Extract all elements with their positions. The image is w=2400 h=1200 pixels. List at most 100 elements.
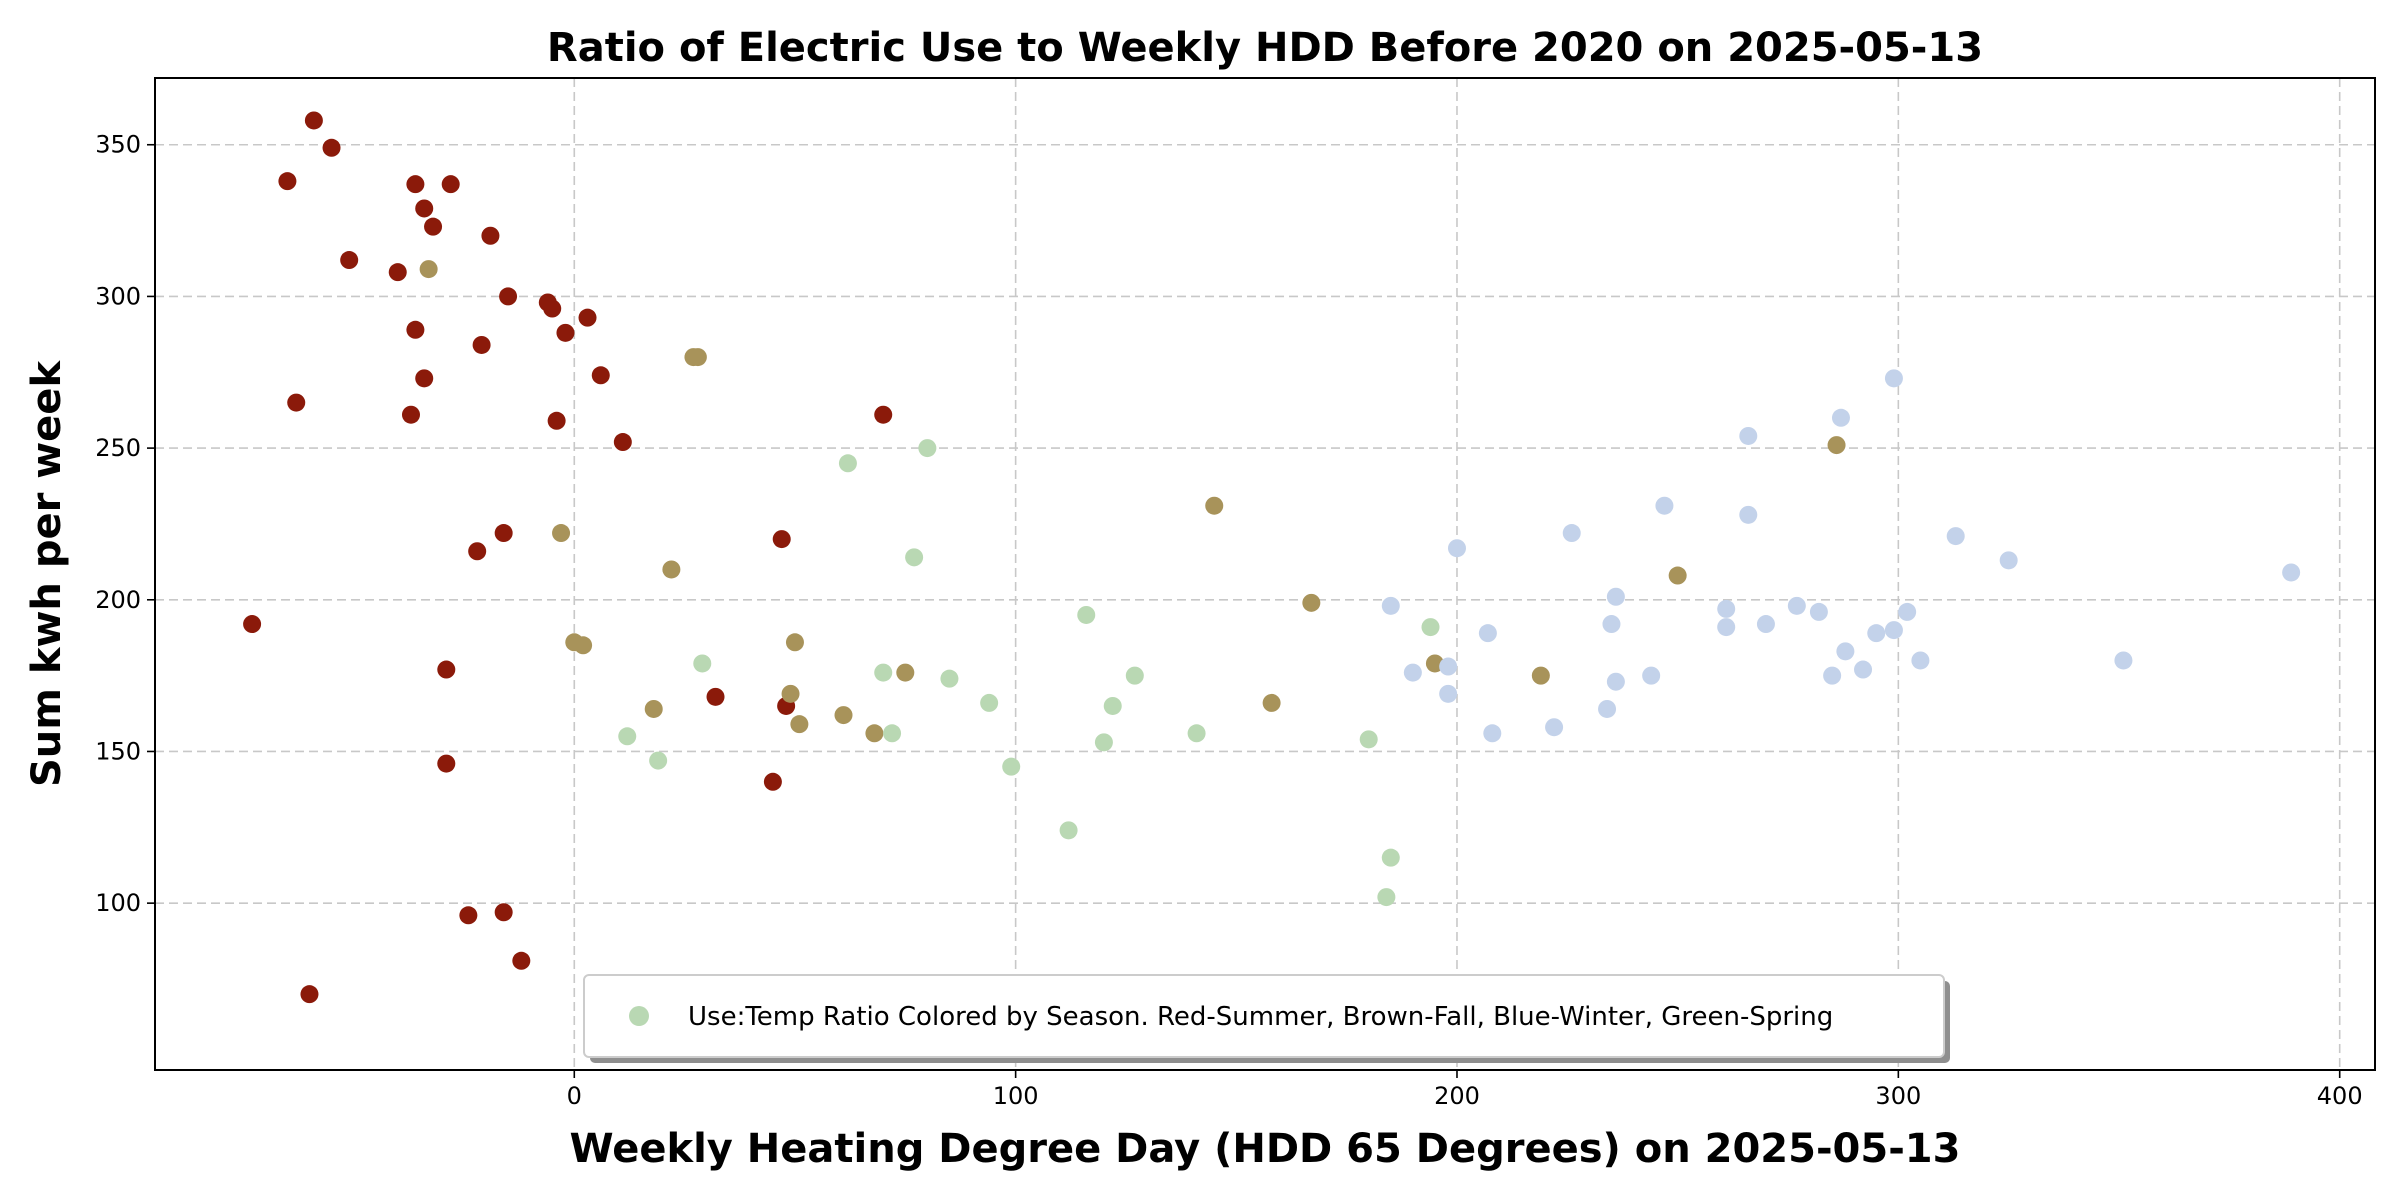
y-tick-label: 300 [95,282,141,310]
data-point-winter [1884,369,1903,388]
axis-ticks: 0 100 200 300 400 100 150 200 250 300 350 [95,131,2362,1110]
plot-frame [154,77,2376,1071]
data-point-summer [441,175,460,194]
chart-title: Ratio of Electric Use to Weekly HDD Befo… [547,25,1983,71]
x-tick-label: 100 [993,1082,1039,1110]
data-point-winter [1739,426,1758,445]
data-point-summer [494,524,513,543]
data-point-fall [552,524,571,543]
data-point-summer [512,951,531,970]
data-point-fall [1205,496,1224,515]
x-tick-label: 400 [2317,1082,2363,1110]
data-point-fall [419,260,438,279]
data-point-summer [437,754,456,773]
x-tick-label: 200 [1434,1082,1480,1110]
data-point-winter [1381,596,1400,615]
data-point-spring [918,439,937,458]
data-point-spring [1059,821,1078,840]
y-tick-label: 350 [95,131,141,159]
data-point-spring [1377,888,1396,907]
data-point-summer [706,687,725,706]
data-point-spring [1103,696,1122,715]
data-point-fall [644,699,663,718]
x-axis-label: Weekly Heating Degree Day (HDD 65 Degree… [570,1126,1961,1172]
data-point-fall [1531,666,1550,685]
data-point-spring [618,727,637,746]
data-point-summer [287,393,306,412]
data-point-winter [1642,666,1661,685]
data-point-spring [1094,733,1113,752]
data-point-winter [1606,672,1625,691]
data-point-spring [1187,724,1206,743]
data-point-summer [556,323,575,342]
data-point-winter [1602,615,1621,634]
data-point-summer [772,530,791,549]
data-point-summer [424,217,443,236]
data-point-fall [781,684,800,703]
data-point-winter [1403,663,1422,682]
data-point-spring [693,654,712,673]
data-point-fall [1262,693,1281,712]
data-point-winter [1823,666,1842,685]
data-point-winter [1447,539,1466,558]
data-point-winter [1854,660,1873,679]
data-point-winter [1439,684,1458,703]
data-point-winter [1756,615,1775,634]
data-point-winter [2114,651,2133,670]
data-point-spring [883,724,902,743]
data-point-summer [388,263,407,282]
data-point-winter [1717,599,1736,618]
data-point-fall [1668,566,1687,585]
data-point-spring [649,751,668,770]
data-point-winter [1439,657,1458,676]
data-point-fall [790,715,809,734]
data-point-winter [1809,602,1828,621]
data-point-spring [1077,605,1096,624]
data-point-summer [543,299,562,318]
data-point-winter [1478,624,1497,643]
data-point-summer [613,433,632,452]
data-point-winter [1836,642,1855,661]
data-point-summer [591,366,610,385]
data-point-summer [459,906,478,925]
data-point-summer [340,251,359,270]
data-point-summer [874,405,893,424]
data-point-winter [1898,602,1917,621]
data-point-spring [905,548,924,567]
data-point-winter [1739,505,1758,524]
grid-lines [155,78,2375,1070]
data-point-fall [834,706,853,725]
data-point-spring [1125,666,1144,685]
data-point-winter [1598,699,1617,718]
data-point-winter [1655,496,1674,515]
data-point-summer [763,772,782,791]
data-point-spring [1421,618,1440,637]
data-point-fall [1302,593,1321,612]
data-point-summer [406,320,425,339]
data-point-summer [547,411,566,430]
data-point-summer [406,175,425,194]
legend-marker [629,1006,649,1026]
data-point-spring [838,454,857,473]
legend: Use:Temp Ratio Colored by Season. Red-Su… [583,974,1950,1063]
data-point-summer [304,111,323,130]
data-point-spring [1002,757,1021,776]
data-points [243,111,2301,1004]
x-tick-label: 300 [1875,1082,1921,1110]
data-point-summer [415,369,434,388]
data-point-fall [785,633,804,652]
data-point-spring [980,693,999,712]
data-point-winter [1606,587,1625,606]
data-point-winter [1946,527,1965,546]
data-point-fall [662,560,681,579]
data-point-winter [1562,524,1581,543]
y-tick-label: 100 [95,889,141,917]
data-point-summer [578,308,597,327]
data-point-summer [472,335,491,354]
data-point-summer [437,660,456,679]
data-point-fall [688,348,707,367]
data-point-fall [865,724,884,743]
data-point-summer [300,985,319,1004]
